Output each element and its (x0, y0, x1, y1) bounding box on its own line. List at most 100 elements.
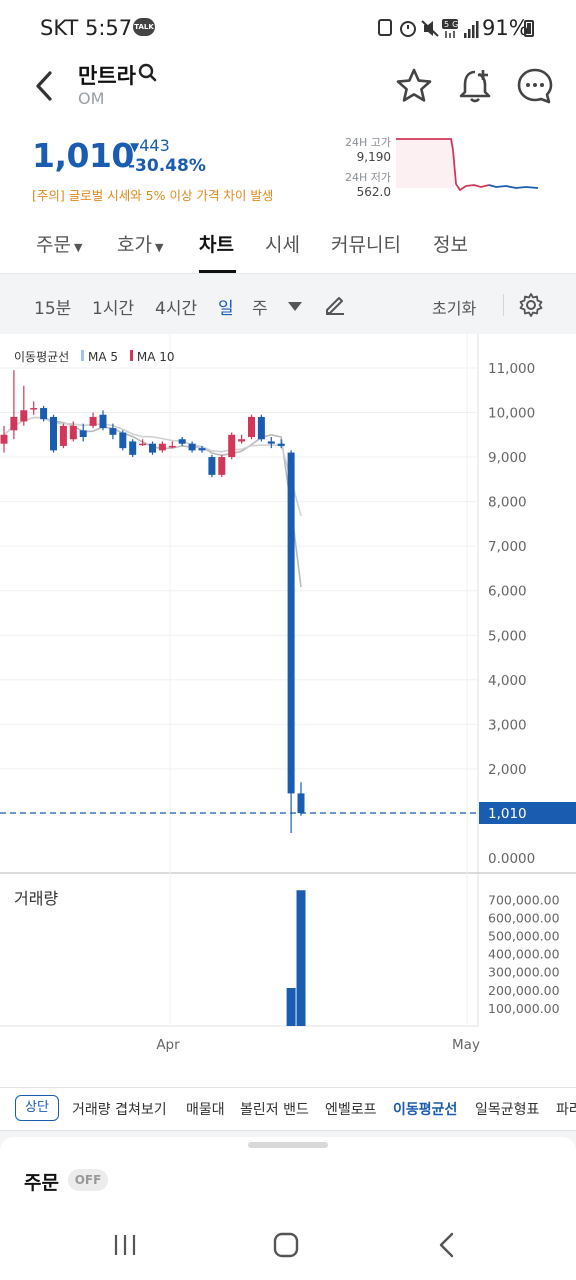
coin-symbol: OM (78, 89, 105, 108)
candle (50, 416, 57, 451)
change-percent: -30.48% (128, 156, 206, 176)
candle (168, 445, 176, 448)
candle (218, 457, 226, 475)
volume-tick-label: 300,000.00 (488, 965, 560, 980)
back-button[interactable] (30, 66, 66, 106)
y-tick-label: 4,000 (488, 673, 527, 689)
divider (503, 294, 504, 316)
status-icons-svg: 5G (378, 19, 479, 38)
volume-tick-label: 200,000.00 (488, 983, 560, 998)
gear-icon[interactable] (518, 292, 544, 322)
home-icon[interactable] (272, 1232, 300, 1262)
mini-24h-chart (396, 138, 539, 192)
candlestick-chart-svg: 11,000 10,000 9,000 8,000 7,000 6,000 5,000 4,0… (0, 334, 576, 1053)
volume-tick-label: 500,000.00 (488, 929, 560, 944)
status-bar: SKT 5:57 TALK 5G 91% (0, 0, 576, 58)
candle (228, 434, 236, 458)
volume-tick-label: 700,000.00 (488, 892, 560, 907)
indicator-bollinger[interactable]: 볼린저 밴드 (240, 1102, 309, 1118)
candle (69, 425, 77, 440)
tab-chart[interactable]: 차트 (199, 234, 234, 256)
interval-week[interactable]: 주 (252, 299, 268, 319)
chart-toolbar (0, 274, 576, 334)
battery-icon (524, 20, 534, 37)
candle (178, 439, 186, 444)
recent-apps-icon[interactable] (112, 1233, 138, 1261)
candle (30, 408, 38, 410)
sheet-drag-handle[interactable] (248, 1142, 328, 1148)
candle (99, 414, 107, 429)
status-icons: 5G (376, 17, 486, 44)
interval-4h[interactable]: 4시간 (155, 299, 198, 319)
tab-market[interactable]: 시세 (265, 234, 300, 256)
candle (10, 416, 18, 431)
candle (287, 452, 295, 794)
candle (208, 457, 216, 475)
svg-text:5G: 5G (444, 20, 461, 29)
indicator-parabolic[interactable]: 파라 (556, 1102, 576, 1118)
dropdown-icon: ▼ (73, 241, 83, 254)
indicator-ichimoku[interactable]: 일목균형표 (475, 1102, 540, 1118)
current-price-tag-label: 1,010 (488, 806, 527, 822)
indicator-position-chip[interactable]: 상단 (15, 1095, 59, 1121)
chat-icon (517, 68, 553, 104)
candle (188, 443, 196, 451)
tab-order[interactable]: 주문 ▼ (36, 234, 83, 256)
down-triangle-icon: ▼ (130, 140, 140, 154)
back-nav-icon[interactable] (436, 1231, 458, 1263)
candle (149, 443, 156, 453)
y-tick-label: 8,000 (488, 495, 527, 511)
order-toggle[interactable]: OFF (68, 1169, 108, 1191)
interval-1h[interactable]: 1시간 (92, 299, 135, 319)
candle (20, 410, 28, 422)
price-alert-button[interactable] (455, 66, 495, 106)
community-chat-button[interactable] (515, 66, 555, 106)
price-warning: [주의] 글로벌 시세와 5% 이상 가격 차이 발생 (32, 188, 274, 203)
coin-name[interactable]: 만트라 (78, 64, 136, 88)
legend-item: MA 10 (136, 350, 175, 364)
candle (238, 439, 246, 442)
current-price-tag (479, 802, 576, 825)
legend-swatch (81, 350, 85, 361)
battery-level: 91% (482, 16, 529, 40)
legend-item: MA 5 (88, 350, 119, 364)
tab-info[interactable]: 정보 (433, 234, 468, 256)
search-icon[interactable] (138, 62, 158, 84)
interval-day[interactable]: 일 (218, 299, 234, 319)
indicator-volume-overlay[interactable]: 거래량 겹쳐보기 (72, 1102, 167, 1118)
pencil-icon[interactable] (323, 292, 347, 320)
y-tick-label: 7,000 (488, 539, 527, 555)
indicator-envelope[interactable]: 엔벨로프 (325, 1102, 377, 1118)
y-tick-label: 6,000 (488, 584, 527, 600)
candle (267, 441, 275, 444)
candle (109, 428, 117, 435)
low-label: 24H 저가 (344, 171, 391, 184)
system-nav-bar (0, 1211, 576, 1280)
ma10-line (3, 416, 302, 517)
reset-button[interactable]: 초기화 (432, 299, 477, 318)
x-tick-label: Apr (156, 1037, 180, 1053)
y-tick-label: 9,000 (488, 450, 527, 466)
indicator-volume-profile[interactable]: 매물대 (186, 1102, 225, 1118)
y-tick-label: 11,000 (488, 361, 535, 377)
indicator-bar (0, 1087, 576, 1131)
y-tick-label: 10,000 (488, 406, 535, 422)
dropdown-icon[interactable] (287, 298, 303, 317)
candle (119, 432, 127, 449)
volume-tick-label: 600,000.00 (488, 910, 560, 925)
legend-swatch (129, 350, 133, 361)
candle (248, 416, 255, 438)
price-chart[interactable]: 11,000 10,000 9,000 8,000 7,000 6,000 5,000 4,0… (0, 334, 576, 1054)
high-label: 24H 고가 (344, 136, 391, 149)
kakaotalk-icon: TALK (133, 18, 155, 36)
favorite-button[interactable] (394, 66, 434, 106)
bell-plus-icon (459, 70, 491, 103)
divider (0, 273, 576, 274)
tab-community[interactable]: 커뮤니티 (331, 234, 401, 256)
tab-orderbook[interactable]: 호가 ▼ (117, 234, 164, 256)
indicator-moving-average[interactable]: 이동평균선 (393, 1102, 458, 1118)
active-tab-indicator (199, 270, 236, 273)
chart-legend: 이동평균선 MA 5 MA 10 (14, 348, 175, 365)
legend-item: 이동평균선 (14, 350, 70, 364)
interval-15m[interactable]: 15분 (34, 299, 72, 319)
